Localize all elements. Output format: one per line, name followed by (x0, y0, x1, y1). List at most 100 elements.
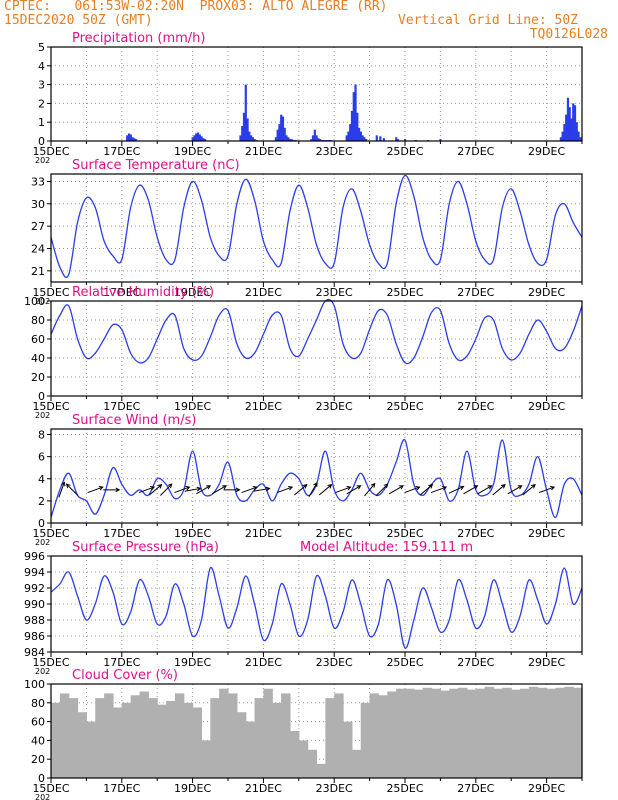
precip-bar (568, 107, 571, 141)
x-tick-label: 19DEC (174, 527, 211, 540)
wind-arrow-head (550, 485, 556, 491)
x-tick-label: 19DEC (174, 286, 211, 299)
y-tick-label: 21 (31, 265, 45, 278)
cloud-bar (139, 691, 149, 778)
precip-bar (347, 131, 350, 141)
cloud-bar (334, 693, 344, 778)
cloud-bar (449, 688, 459, 778)
precip-bar (196, 132, 200, 141)
cloud-bar (413, 689, 424, 778)
x-tick-label: 23DEC (316, 782, 353, 795)
precip-bar (365, 139, 368, 141)
cloud-bar (192, 707, 203, 778)
y-tick-label: 80 (31, 314, 45, 327)
cloud-bar (254, 698, 264, 778)
wind-arrow (492, 484, 506, 496)
precip-bar (395, 137, 398, 141)
series-line (50, 298, 583, 365)
x-tick-label: 15DEC (32, 656, 69, 669)
x-tick-label: 25DEC (386, 656, 423, 669)
precip-bar (363, 137, 366, 141)
wind-arrow (184, 487, 201, 492)
panel-frame (50, 300, 583, 397)
x-tick-label: 21DEC (245, 656, 282, 669)
cloud-bar (458, 687, 468, 778)
wind-arrow (58, 482, 65, 498)
cloud-bar (466, 689, 477, 778)
precip-bar (577, 131, 580, 141)
precip-bar (319, 139, 322, 141)
x-tick-label: 21DEC (245, 145, 282, 158)
y-tick-label: 40 (31, 734, 45, 747)
wind-arrow-head (98, 485, 104, 491)
header-line-2: 15DEC2020 50Z (GMT) (4, 13, 153, 28)
x-tick-label: 29DEC (528, 656, 565, 669)
cloud-bar (360, 702, 371, 778)
series-line (50, 174, 583, 279)
cloud-bar (236, 712, 247, 778)
x-tick-label: 25DEC (386, 527, 423, 540)
cloud-bar (484, 686, 495, 778)
wind-arrow (404, 486, 420, 494)
wind-arrow-head (61, 481, 66, 487)
precip-bar (191, 137, 194, 141)
y-tick-label: 0 (38, 772, 45, 785)
wind-arrow (211, 485, 227, 495)
x-tick-label: 15DEC (32, 400, 69, 413)
y-tick-label: 986 (24, 630, 45, 643)
cloud-bar (51, 702, 61, 778)
wind-arrow (477, 485, 492, 495)
x-tick-label: 19DEC (174, 782, 211, 795)
wind-arrow-head (196, 486, 202, 492)
cloud-bar (475, 688, 486, 778)
y-tick-label: 100 (24, 295, 45, 308)
series-line (50, 438, 583, 519)
y-tick-label: 0 (38, 517, 45, 530)
cloud-bar (528, 686, 539, 778)
cloud-bar (174, 693, 185, 778)
x-tick-label: 21DEC (245, 400, 282, 413)
precip-bar (404, 139, 407, 141)
precip-bar (288, 139, 292, 141)
panel-frame (50, 173, 583, 283)
cloud-bar (104, 693, 114, 778)
y-tick-label: 988 (24, 614, 45, 627)
precip-bar (251, 137, 254, 141)
precip-bar (315, 135, 318, 141)
cloud-bar (201, 740, 211, 778)
precip-bar (281, 116, 285, 141)
x-tick-label: 29DEC (528, 286, 565, 299)
cloud-bar (148, 698, 158, 778)
x-tick-label: 15DEC (32, 782, 69, 795)
x-tick-label: 29DEC (528, 527, 565, 540)
panel-title: Cloud Cover (%) (72, 668, 178, 683)
x-tick-label: 21DEC (245, 527, 282, 540)
wind-arrow-head (327, 484, 333, 489)
x-tick-label: 23DEC (316, 145, 353, 158)
cloud-bar (493, 688, 503, 778)
cloud-bar (263, 688, 273, 778)
x-year-label: 202 (35, 411, 50, 420)
cloud-bar (573, 687, 583, 778)
precip-bar (131, 137, 134, 141)
wind-arrow (419, 484, 433, 496)
cloud-bar (422, 687, 433, 778)
cloud-bar (157, 704, 167, 778)
wind-arrow-head (150, 485, 156, 491)
y-tick-label: 984 (24, 646, 45, 659)
precip-bar (248, 131, 251, 141)
precip-bar (133, 138, 136, 141)
precip-bar (396, 139, 400, 141)
x-tick-label: 27DEC (457, 656, 494, 669)
x-tick-label: 21DEC (245, 782, 282, 795)
precip-bar (242, 112, 246, 141)
x-tick-label: 19DEC (174, 145, 211, 158)
wind-arrow (346, 485, 361, 495)
panel-0 (47, 46, 583, 146)
wind-arrow (522, 484, 536, 496)
precip-bar (278, 124, 281, 141)
x-tick-label: 17DEC (103, 286, 140, 299)
precip-bar (566, 97, 570, 141)
cloud-bar (298, 740, 309, 778)
